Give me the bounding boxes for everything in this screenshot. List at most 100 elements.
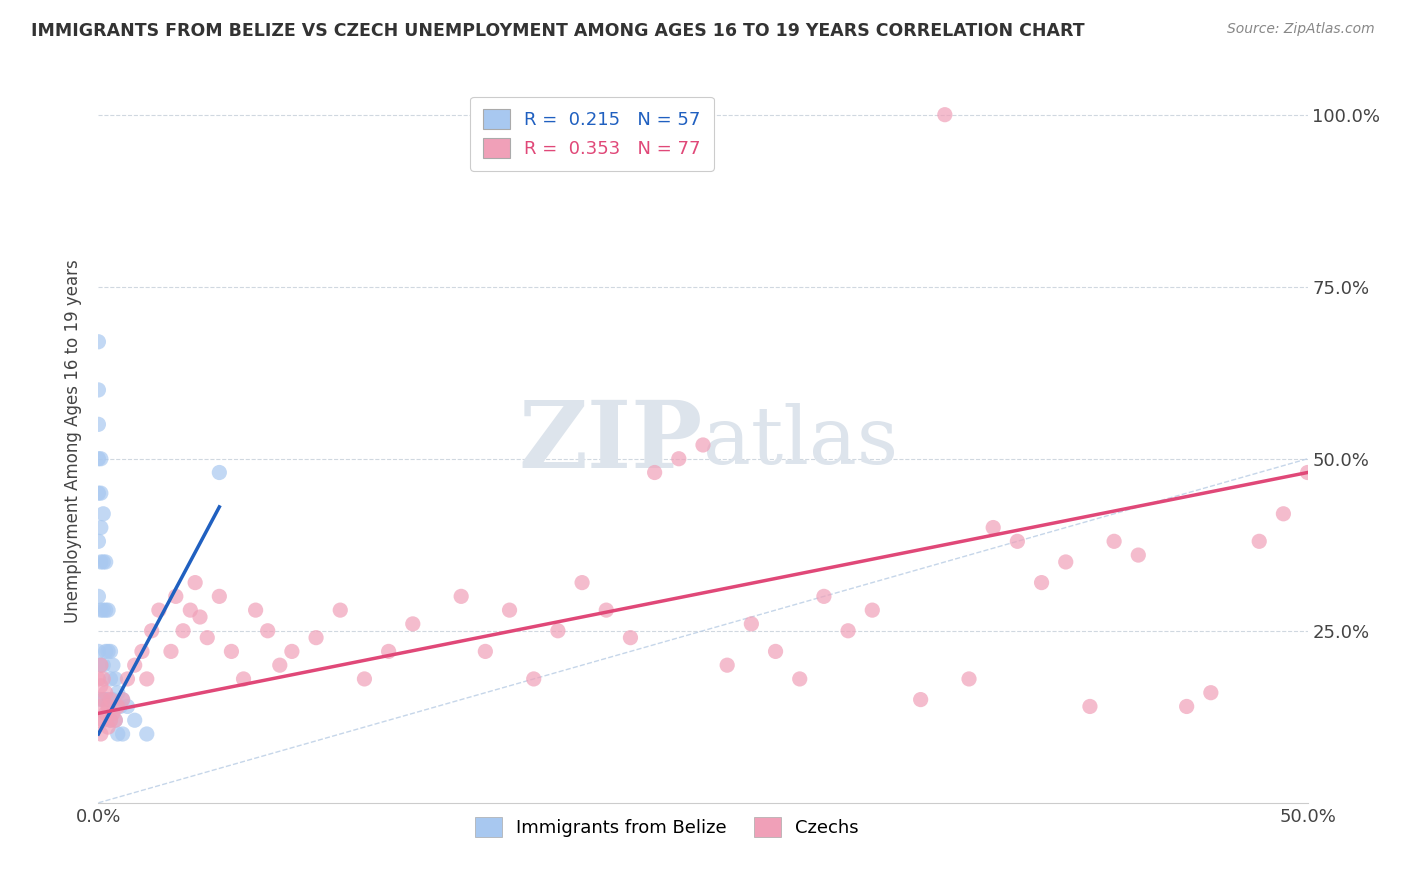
Point (135, 727, 157, 741)
Point (100, 692, 122, 706)
Point (90, 555, 112, 569)
Point (90, 658, 112, 673)
Point (94, 555, 117, 569)
Text: Source: ZipAtlas.com: Source: ZipAtlas.com (1227, 22, 1375, 37)
Point (172, 624, 194, 638)
Point (1249, 534, 1271, 549)
Point (90, 679, 112, 693)
Point (281, 644, 304, 658)
Point (104, 672, 127, 686)
Point (523, 672, 546, 686)
Point (402, 616, 425, 631)
Point (124, 713, 146, 727)
Point (101, 706, 124, 721)
Text: ZIP: ZIP (519, 397, 703, 486)
Point (692, 438, 714, 452)
Point (269, 658, 291, 673)
Point (87, 672, 110, 686)
Point (910, 692, 932, 706)
Point (100, 713, 122, 727)
Point (619, 631, 641, 645)
Point (117, 699, 139, 714)
Point (94, 603, 117, 617)
Point (716, 658, 738, 673)
Point (1007, 534, 1029, 549)
Point (87, 486, 110, 500)
Point (1128, 548, 1150, 562)
Point (90, 658, 112, 673)
Point (141, 624, 163, 638)
Point (91, 555, 114, 569)
Point (91, 507, 114, 521)
Point (957, 672, 980, 686)
Point (740, 616, 762, 631)
Point (813, 590, 835, 604)
Point (498, 603, 520, 617)
Point (100, 672, 122, 686)
Point (87, 417, 110, 432)
Point (148, 603, 170, 617)
Point (104, 713, 127, 727)
Y-axis label: Unemployment Among Ages 16 to 19 years: Unemployment Among Ages 16 to 19 years (63, 260, 82, 624)
Point (90, 692, 112, 706)
Point (547, 624, 569, 638)
Point (305, 631, 328, 645)
Point (474, 644, 496, 658)
Point (90, 727, 112, 741)
Point (860, 603, 883, 617)
Point (91, 692, 114, 706)
Point (165, 590, 187, 604)
Point (595, 603, 617, 617)
Point (329, 603, 352, 617)
Point (1175, 699, 1198, 714)
Point (644, 466, 666, 480)
Point (101, 658, 124, 673)
Point (91, 658, 114, 673)
Point (1031, 575, 1053, 590)
Point (1054, 555, 1077, 569)
Point (87, 644, 110, 658)
Point (94, 644, 117, 658)
Point (221, 644, 243, 658)
Point (100, 644, 122, 658)
Point (256, 624, 278, 638)
Point (765, 644, 787, 658)
Point (111, 727, 134, 741)
Point (101, 692, 124, 706)
Point (124, 658, 146, 673)
Point (107, 699, 129, 714)
Point (108, 699, 131, 714)
Point (90, 486, 112, 500)
Point (160, 644, 183, 658)
Point (131, 644, 153, 658)
Point (450, 590, 472, 604)
Text: IMMIGRANTS FROM BELIZE VS CZECH UNEMPLOYMENT AMONG AGES 16 TO 19 YEARS CORRELATI: IMMIGRANTS FROM BELIZE VS CZECH UNEMPLOY… (31, 22, 1084, 40)
Point (195, 631, 218, 645)
Point (232, 672, 254, 686)
Point (90, 451, 112, 466)
Point (91, 713, 114, 727)
Point (135, 672, 157, 686)
Point (104, 713, 127, 727)
Point (90, 520, 112, 534)
Point (87, 713, 110, 727)
Point (91, 672, 114, 686)
Point (97, 644, 120, 658)
Point (1078, 699, 1101, 714)
Point (87, 334, 110, 349)
Point (377, 644, 399, 658)
Point (94, 692, 117, 706)
Point (789, 672, 811, 686)
Point (91, 692, 114, 706)
Point (184, 575, 207, 590)
Point (117, 672, 139, 686)
Point (100, 713, 122, 727)
Point (91, 603, 114, 617)
Point (87, 590, 110, 604)
Point (353, 672, 375, 686)
Point (94, 686, 117, 700)
Point (107, 686, 129, 700)
Point (188, 610, 211, 624)
Legend: Immigrants from Belize, Czechs: Immigrants from Belize, Czechs (467, 810, 866, 845)
Point (1199, 686, 1222, 700)
